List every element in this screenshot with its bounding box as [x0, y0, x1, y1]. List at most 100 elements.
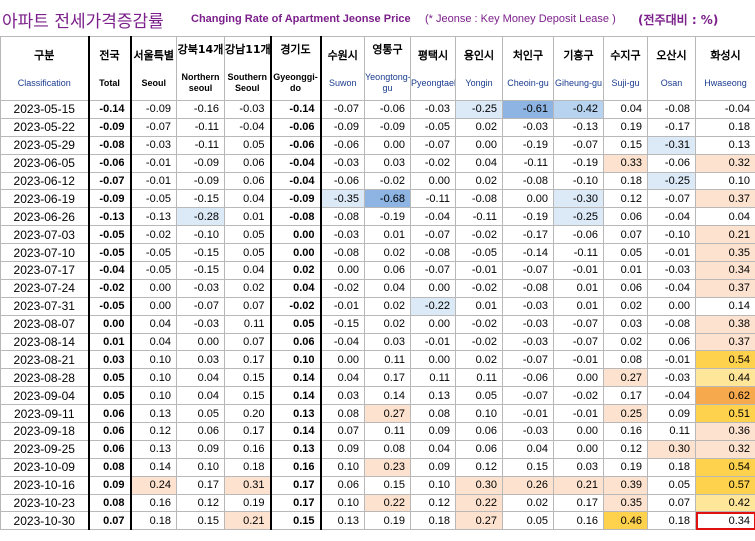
value-cell: -0.08: [88, 135, 132, 155]
value-cell: 0.30: [455, 475, 503, 495]
table-row: 2023-09-04 0.05 0.10 0.04 0.15 0.14 0.03 0.14 0.…: [0, 386, 755, 406]
value-cell: 0.08: [88, 457, 132, 477]
table-row: 2023-08-28 0.05 0.10 0.04 0.15 0.14 0.04 0.17 0.…: [0, 368, 755, 388]
column-header-english: Gyeonggi-do: [273, 72, 318, 93]
value-cell: 0.51: [695, 404, 755, 424]
value-cell: -0.01: [553, 261, 604, 280]
value-cell: 0.04: [270, 278, 322, 298]
value-cell: -0.01: [130, 171, 177, 191]
value-cell: -0.07: [502, 350, 554, 370]
header-row: 구분 Classification 전국 Total 서울특별 Seoul 강북14개 Nor…: [0, 36, 755, 101]
value-cell: -0.04: [224, 117, 272, 137]
column-header-english: Seoul: [141, 77, 166, 88]
column-header-english: Total: [99, 77, 120, 88]
column-header: 서울특별 Seoul: [130, 36, 177, 101]
column-header: 수지구 Suji-gu: [603, 36, 648, 101]
date-cell: 2023-10-09: [0, 457, 90, 477]
value-cell: 0.07: [224, 332, 272, 352]
value-cell: 0.04: [176, 368, 225, 388]
value-cell: -0.14: [270, 100, 322, 119]
date-cell: 2023-08-21: [0, 350, 90, 370]
value-cell: 0.12: [455, 457, 503, 477]
table-row: 2023-10-16 0.09 0.24 0.17 0.31 0.17 0.06 0.15 0.…: [0, 475, 755, 495]
value-cell: 0.25: [603, 404, 648, 424]
value-cell: -0.03: [176, 278, 225, 298]
value-cell: -0.01: [647, 350, 696, 370]
value-cell: 0.37: [695, 189, 755, 209]
value-cell: 0.04: [224, 261, 272, 280]
table-row: 2023-07-17 -0.04 -0.05 -0.15 0.04 0.02 0.00 0.0…: [0, 261, 755, 280]
value-cell: -0.01: [455, 261, 503, 280]
table-row: 2023-09-25 0.06 0.13 0.09 0.16 0.13 0.09 0.08 0.…: [0, 439, 755, 459]
column-header-english: Northern seoul: [181, 72, 220, 93]
value-cell: -0.08: [320, 207, 365, 227]
table-row: 2023-09-18 0.06 0.12 0.06 0.17 0.14 0.07 0.11 0.…: [0, 422, 755, 441]
value-cell: 0.17: [364, 368, 411, 388]
value-cell: -0.03: [320, 153, 365, 173]
value-cell: -0.04: [647, 386, 696, 406]
column-header-korean: 오산시: [656, 48, 687, 62]
value-cell: -0.10: [647, 225, 696, 245]
value-cell: -0.68: [364, 189, 411, 209]
value-cell: 0.12: [603, 439, 648, 459]
value-cell: 0.10: [320, 493, 365, 513]
value-cell: -0.05: [88, 243, 132, 263]
column-header-english: Giheung-gu: [554, 77, 603, 88]
value-cell: 0.05: [88, 386, 132, 406]
value-cell: -0.30: [553, 189, 604, 209]
value-cell: -0.07: [88, 171, 132, 191]
value-cell: 0.09: [410, 422, 456, 441]
value-cell: 0.10: [455, 404, 503, 424]
value-cell: 0.57: [695, 475, 755, 495]
value-cell: -0.11: [502, 153, 554, 173]
column-header-english: Yeongtong-gu: [365, 72, 411, 93]
value-cell: 0.10: [695, 171, 755, 191]
value-cell: 0.01: [553, 278, 604, 298]
value-cell: 0.24: [130, 475, 177, 495]
value-cell: 0.15: [270, 511, 322, 531]
value-cell: -0.25: [455, 100, 503, 119]
value-cell: -0.15: [176, 261, 225, 280]
value-cell: -0.08: [647, 100, 696, 119]
value-cell: 0.09: [88, 475, 132, 495]
table-row: 2023-10-09 0.08 0.14 0.10 0.18 0.16 0.10 0.23 0.…: [0, 457, 755, 477]
value-cell: -0.01: [553, 404, 604, 424]
value-cell: 0.09: [320, 439, 365, 459]
value-cell: 0.14: [270, 422, 322, 441]
value-cell: 0.10: [130, 350, 177, 370]
date-cell: 2023-07-24: [0, 278, 90, 298]
value-cell: 0.04: [603, 100, 648, 119]
value-cell: 0.35: [603, 493, 648, 513]
date-cell: 2023-08-07: [0, 314, 90, 334]
value-cell: -0.03: [224, 100, 272, 119]
value-cell: 0.01: [88, 332, 132, 352]
value-cell: 0.17: [176, 475, 225, 495]
value-cell: 0.02: [455, 350, 503, 370]
value-cell: 0.06: [176, 422, 225, 441]
value-cell: 0.36: [695, 422, 755, 441]
value-cell: -0.15: [320, 314, 365, 334]
date-cell: 2023-05-29: [0, 135, 90, 155]
value-cell: 0.11: [224, 314, 272, 334]
value-cell: 0.15: [224, 386, 272, 406]
value-cell: -0.42: [553, 100, 604, 119]
value-cell: 0.03: [603, 314, 648, 334]
column-header: 경기도 Gyeonggi-do: [270, 36, 322, 101]
value-cell: 0.33: [603, 153, 648, 173]
column-header-english: Yongin: [465, 77, 493, 88]
value-cell: 0.06: [455, 439, 503, 459]
column-header-korean: 서울특별: [133, 48, 174, 62]
value-cell: 0.04: [130, 314, 177, 334]
value-cell: 0.00: [410, 350, 456, 370]
column-header-korean: 강남11개: [225, 43, 271, 56]
value-cell: 0.02: [364, 296, 411, 316]
value-cell: -0.06: [647, 153, 696, 173]
value-cell: -0.10: [176, 225, 225, 245]
value-cell: 0.32: [695, 439, 755, 459]
value-cell: 0.37: [695, 278, 755, 298]
value-cell: -0.03: [502, 117, 554, 137]
value-cell: 0.05: [88, 368, 132, 388]
value-cell: 0.13: [130, 439, 177, 459]
value-cell: 0.10: [320, 457, 365, 477]
value-cell: 0.15: [603, 135, 648, 155]
